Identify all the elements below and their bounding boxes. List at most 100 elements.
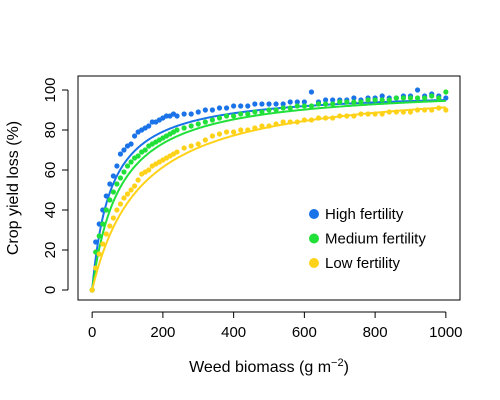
x-tick-label: 600 <box>292 324 317 341</box>
data-point <box>365 97 371 103</box>
y-tick-label: 60 <box>42 162 59 179</box>
data-point <box>114 181 120 187</box>
series-medium-fertility <box>89 89 449 293</box>
y-axis-title: Crop yield loss (%) <box>5 121 22 255</box>
legend-label: Medium fertility <box>325 231 426 248</box>
data-point <box>114 207 120 213</box>
y-tick-label: 80 <box>42 122 59 139</box>
data-point <box>223 113 230 119</box>
data-point <box>209 133 216 139</box>
data-point <box>181 111 187 117</box>
data-point <box>146 123 152 129</box>
data-point <box>209 107 216 113</box>
data-point <box>429 93 435 99</box>
data-point <box>128 141 134 147</box>
legend-item: Medium fertility <box>309 231 426 248</box>
data-point <box>294 99 300 105</box>
data-point <box>330 101 336 107</box>
data-point <box>110 173 116 179</box>
data-point <box>379 97 385 103</box>
data-point <box>216 131 223 137</box>
data-point <box>146 167 152 173</box>
data-point <box>188 111 194 117</box>
data-point <box>174 127 180 133</box>
data-point <box>100 241 106 247</box>
data-point <box>223 129 230 135</box>
y-tick-label: 40 <box>42 202 59 219</box>
data-point <box>252 101 258 107</box>
data-point <box>294 103 300 109</box>
data-point <box>238 127 244 133</box>
data-point <box>308 103 315 109</box>
x-tick-label: 0 <box>88 324 96 341</box>
data-point <box>245 103 251 109</box>
data-point <box>121 169 127 175</box>
data-point <box>107 197 113 203</box>
data-point <box>259 109 265 115</box>
data-point <box>231 113 237 119</box>
data-point <box>358 99 364 105</box>
data-point <box>195 121 201 127</box>
legend-marker <box>309 233 319 244</box>
data-point <box>202 137 208 143</box>
y-axis: 0 20 40 60 80 100 <box>42 77 69 294</box>
data-point <box>443 107 449 113</box>
fit-line <box>91 99 446 291</box>
data-point <box>337 99 343 105</box>
data-point <box>121 147 127 153</box>
data-point <box>216 115 223 121</box>
x-axis-title: Weed biomass (g m−2) <box>189 357 349 376</box>
data-point <box>142 147 148 153</box>
data-point <box>96 251 102 257</box>
data-point <box>301 103 307 109</box>
data-point <box>372 97 378 103</box>
data-point <box>443 89 449 95</box>
y-tick-label: 20 <box>42 242 59 259</box>
data-point <box>393 95 399 101</box>
data-point <box>110 215 116 221</box>
data-point <box>181 145 187 151</box>
data-point <box>121 195 127 201</box>
data-point <box>195 109 201 115</box>
data-point <box>124 191 131 197</box>
data-point <box>407 95 414 101</box>
data-point <box>238 103 244 109</box>
data-point <box>117 151 124 157</box>
legend-item: Low fertility <box>309 255 401 272</box>
data-point <box>124 163 131 169</box>
data-point <box>386 97 392 103</box>
legend: High fertility Medium fertility Low fertil… <box>309 206 426 272</box>
data-point <box>216 105 223 111</box>
x-tick-label: 200 <box>150 324 175 341</box>
legend-item: High fertility <box>309 206 404 223</box>
y-tick-label: 100 <box>42 77 59 102</box>
data-point <box>259 101 265 107</box>
data-point <box>231 129 237 135</box>
x-tick-label: 800 <box>363 324 388 341</box>
plot-frame <box>77 75 461 301</box>
legend-marker <box>309 209 319 219</box>
data-point <box>266 101 272 107</box>
data-point <box>308 89 315 95</box>
data-point <box>414 87 421 93</box>
legend-label: High fertility <box>325 206 404 223</box>
data-point <box>174 149 180 155</box>
series-low-fertility <box>89 105 449 293</box>
data-point <box>379 93 385 99</box>
data-point <box>266 107 272 113</box>
data-point <box>117 175 124 181</box>
data-point <box>131 133 138 139</box>
data-point <box>238 111 244 117</box>
data-point <box>436 95 442 101</box>
data-point <box>114 163 120 169</box>
data-point <box>181 125 187 131</box>
data-point <box>315 101 322 107</box>
data-point <box>195 141 201 147</box>
data-point <box>344 99 350 105</box>
data-point <box>351 99 357 105</box>
data-point <box>209 117 216 123</box>
data-point <box>322 97 329 103</box>
data-point <box>117 201 124 207</box>
data-point <box>110 189 116 195</box>
